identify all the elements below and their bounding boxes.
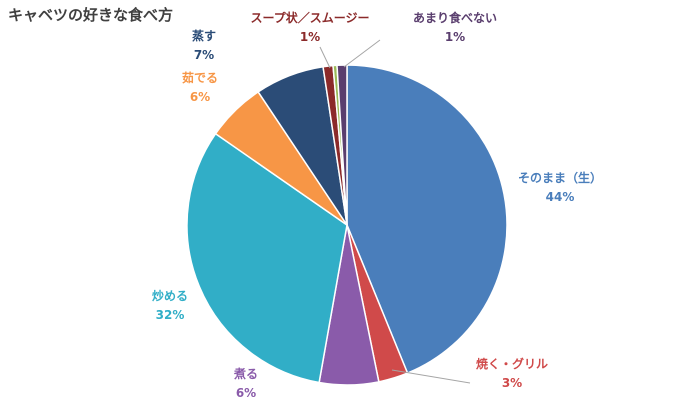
slice-value-label: 32% — [156, 308, 185, 322]
slice-label: 煮る — [233, 366, 258, 381]
slice-label: 蒸す — [192, 28, 216, 43]
chart-title: キャベツの好きな食べ方 — [8, 6, 174, 24]
slice-value-label: 1% — [445, 30, 465, 44]
slice-label: あまり食べない — [413, 10, 497, 25]
slice-value-label: 1% — [300, 30, 320, 44]
slice-label: 炒める — [152, 289, 188, 303]
leader-line — [343, 39, 381, 68]
slice-value-label: 44% — [546, 190, 575, 204]
slice-label: 茹でる — [182, 70, 218, 85]
pie-slice — [346, 64, 508, 375]
slice-value-label: 3% — [502, 376, 522, 390]
slice-label: そのまま（生） — [518, 170, 602, 185]
slice-label: スープ状／スムージー — [250, 10, 369, 25]
pie-slice — [186, 132, 348, 384]
slice-value-label: 6% — [236, 386, 256, 400]
slice-value-label: 7% — [194, 48, 214, 62]
leader-line — [319, 46, 331, 69]
leader-line — [391, 369, 471, 384]
slice-value-label: 6% — [190, 90, 210, 104]
slice-label: 焼く・グリル — [476, 356, 548, 371]
